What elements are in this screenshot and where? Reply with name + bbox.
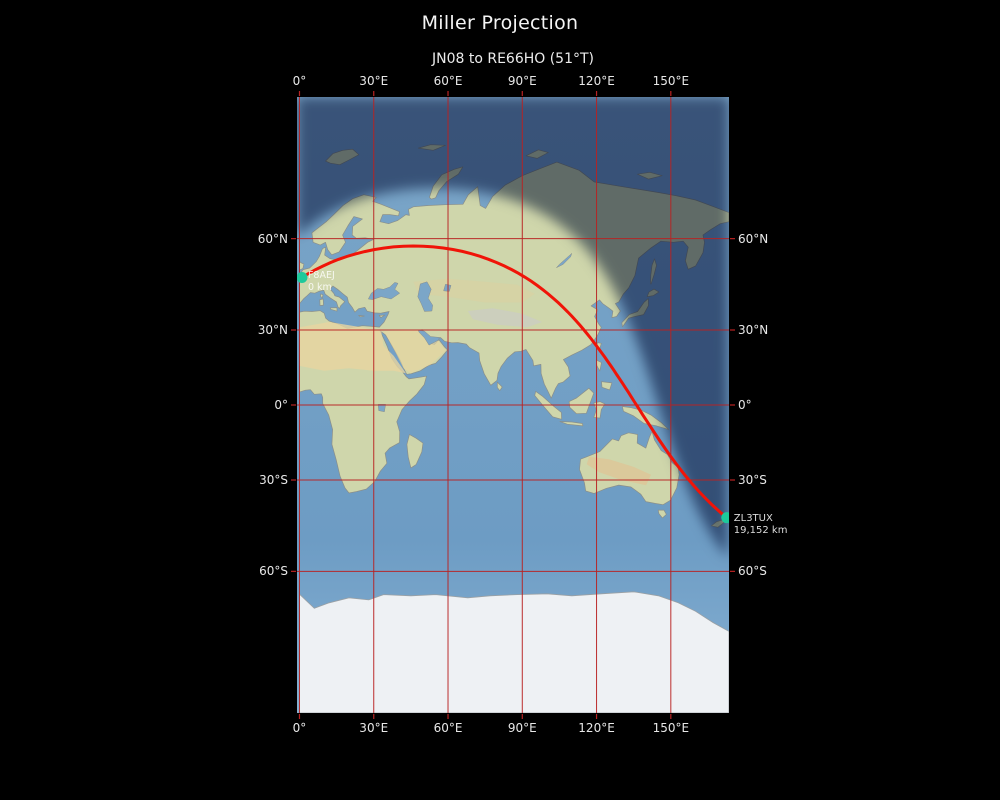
landmass	[559, 421, 584, 427]
landmass	[358, 315, 365, 318]
lake	[367, 282, 401, 300]
tick-label: 0°	[292, 721, 307, 735]
antarctica	[299, 591, 729, 713]
tick-label: 60°E	[433, 721, 463, 735]
page-subtitle: JN08 to RE66HO (51°T)	[431, 51, 595, 67]
tick-label: 90°E	[507, 721, 537, 735]
tick-label: 30°N	[738, 322, 769, 337]
tick-label: 150°E	[652, 74, 690, 88]
tick-label: 30°S	[259, 473, 288, 487]
tick-label: 60°N	[257, 231, 288, 246]
lake	[556, 252, 573, 268]
tick-label: 60°E	[433, 74, 463, 88]
map-plot	[291, 91, 735, 719]
end-callsign: ZL3TUX	[733, 512, 773, 524]
tick-label: 0°	[738, 398, 752, 412]
tick-label: 120°E	[578, 74, 615, 88]
landmass	[378, 314, 386, 318]
tick-label: 0°	[292, 74, 307, 88]
lake	[377, 404, 386, 413]
landmass	[496, 381, 503, 392]
terrain-tint	[299, 322, 406, 374]
terrain-tint	[467, 308, 543, 328]
great-circle-path	[300, 244, 729, 520]
lake	[443, 283, 452, 292]
tick-label: 90°E	[507, 74, 537, 88]
landmass	[329, 307, 338, 312]
tick-label: 0°	[274, 398, 288, 412]
landmass	[657, 509, 667, 519]
tick-label: 150°E	[652, 721, 690, 735]
tick-label: 60°N	[738, 231, 769, 246]
tick-label: 60°S	[738, 564, 767, 579]
tick-label: 30°E	[359, 74, 389, 88]
landmass	[319, 298, 324, 306]
tick-label: 120°E	[578, 721, 615, 735]
end-marker	[721, 512, 729, 524]
terrain-tint	[413, 278, 535, 303]
tick-label: 60°S	[259, 564, 288, 579]
start-marker-label: F8AEJ 0 km	[308, 270, 335, 294]
start-callsign: F8AEJ	[307, 270, 335, 282]
tick-label: 30°S	[738, 473, 767, 487]
tick-label: 30°N	[257, 322, 288, 337]
page-title: Miller Projection	[421, 12, 579, 34]
start-marker	[297, 271, 308, 283]
lake	[417, 281, 433, 312]
landmass	[601, 381, 613, 391]
terrain-tint	[586, 456, 651, 486]
landmass	[406, 434, 424, 469]
night-shade	[297, 97, 729, 558]
tick-label: 30°E	[359, 721, 389, 735]
landmass	[320, 293, 324, 299]
lake	[417, 329, 440, 346]
map-canvas	[291, 91, 735, 719]
axis-ticks	[291, 91, 735, 719]
end-distance: 19,152 km	[733, 524, 788, 536]
start-distance: 0 km	[307, 282, 332, 294]
end-marker-label: ZL3TUX 19,152 km	[734, 513, 788, 537]
